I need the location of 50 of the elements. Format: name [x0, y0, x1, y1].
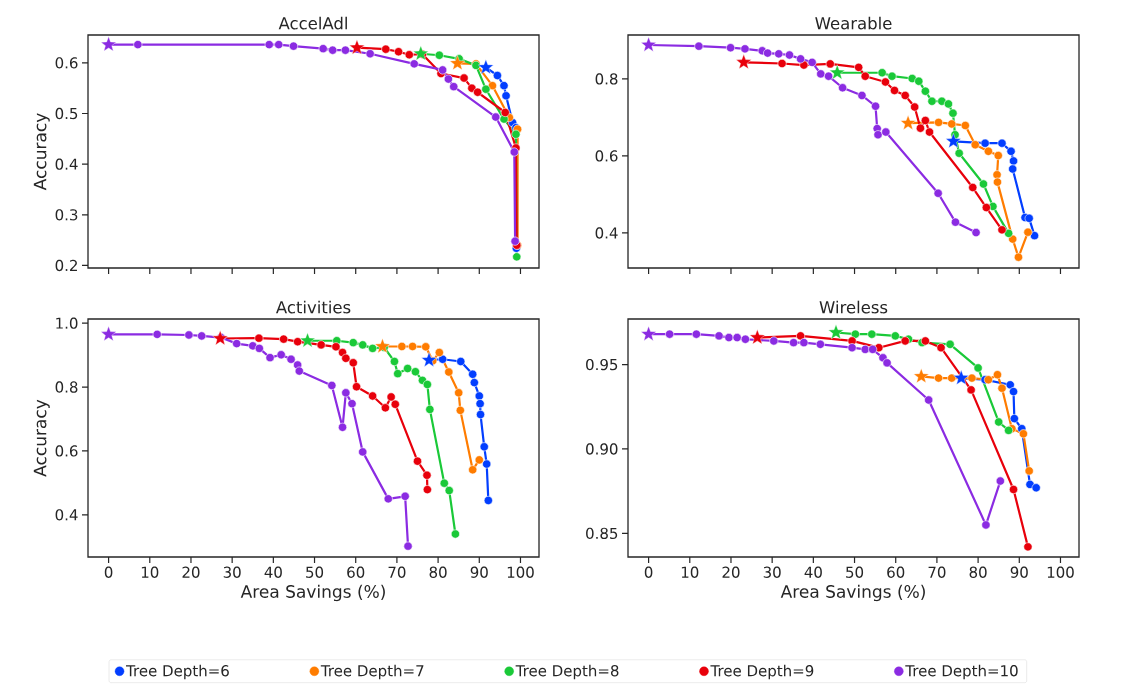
- x-tick-label: 100: [507, 566, 534, 578]
- y-tick-label: 1.0: [56, 317, 78, 329]
- y-axis-title: Accuracy: [33, 399, 50, 477]
- x-tick-label: 60: [887, 566, 905, 578]
- y-tick-label: 0.6: [55, 57, 78, 69]
- x-tick-label: 90: [1010, 566, 1028, 578]
- x-tick-label: 50: [846, 566, 864, 578]
- y-tick-label: 0.5: [55, 107, 78, 120]
- legend-label: Tree Depth=8: [515, 664, 619, 680]
- x-tick-label: 20: [722, 566, 740, 578]
- x-tick-label: 80: [969, 566, 987, 578]
- legend-label: Tree Depth=6: [125, 664, 229, 680]
- x-tick-label: 10: [681, 566, 699, 578]
- x-tick-label: 100: [1047, 566, 1074, 578]
- y-tick-label: 0.85: [586, 527, 618, 540]
- legend-label: Tree Depth=9: [710, 664, 814, 680]
- y-tick-label: 0.8: [55, 381, 78, 393]
- chart-title: Wireless: [819, 300, 888, 314]
- x-tick-label: 70: [388, 566, 406, 578]
- x-tick-label: 30: [223, 566, 241, 578]
- x-tick-label: 0: [104, 566, 113, 578]
- x-axis-title: Area Savings (%): [240, 584, 385, 602]
- x-tick-label: 40: [264, 566, 282, 578]
- legend-label: Tree Depth=10: [905, 664, 1018, 680]
- y-tick-label: 0.4: [55, 158, 78, 170]
- y-tick-label: 0.4: [595, 227, 618, 239]
- y-tick-label: 0.8: [595, 73, 618, 85]
- chart-title: AccelAdl: [278, 16, 347, 30]
- x-tick-label: 60: [347, 566, 365, 578]
- x-tick-label: 80: [429, 566, 447, 578]
- y-tick-label: 0.6: [55, 445, 78, 457]
- x-tick-label: 30: [763, 566, 781, 578]
- x-tick-label: 70: [928, 566, 946, 578]
- x-tick-label: 90: [470, 566, 488, 578]
- x-tick-label: 50: [306, 566, 324, 578]
- y-tick-label: 0.4: [55, 509, 78, 521]
- y-tick-label: 0.3: [55, 209, 78, 221]
- y-axis-title: Accuracy: [33, 113, 50, 191]
- chart-title: Wearable: [815, 16, 892, 30]
- x-tick-label: 40: [804, 566, 822, 578]
- legend-label: Tree Depth=7: [320, 664, 424, 680]
- x-tick-label: 0: [644, 566, 653, 578]
- x-tick-label: 10: [141, 566, 159, 578]
- x-axis-title: Area Savings (%): [780, 584, 925, 602]
- y-tick-label: 0.95: [586, 358, 618, 371]
- x-tick-label: 20: [182, 566, 200, 578]
- y-tick-label: 0.2: [55, 259, 77, 272]
- y-tick-label: 0.90: [586, 443, 618, 455]
- y-tick-label: 0.6: [595, 150, 618, 162]
- chart-title: Activities: [275, 300, 351, 314]
